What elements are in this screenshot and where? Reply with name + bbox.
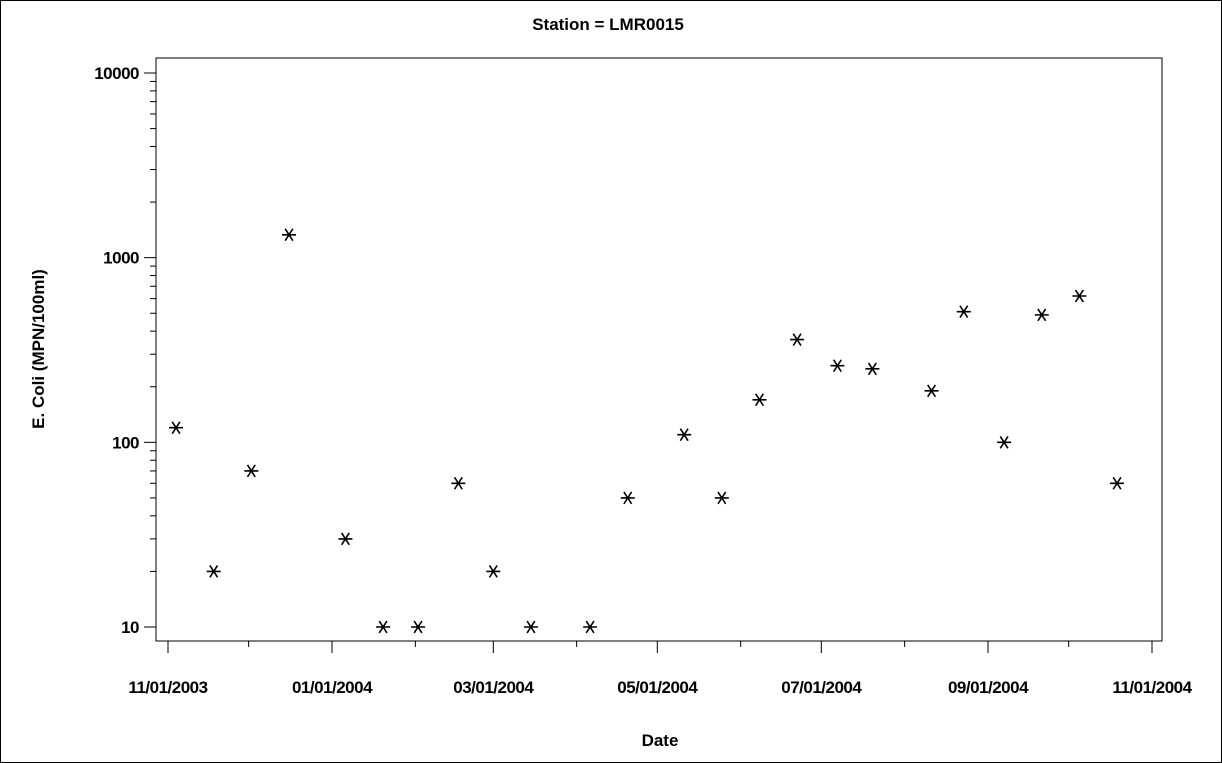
data-point-star bbox=[411, 620, 426, 634]
data-point-star bbox=[924, 384, 939, 398]
x-tick-label: 09/01/2004 bbox=[948, 678, 1029, 697]
chart-title: Station = LMR0015 bbox=[532, 15, 684, 34]
data-point-star bbox=[486, 565, 501, 578]
data-point-star bbox=[338, 532, 353, 546]
y-tick-label: 10000 bbox=[94, 64, 139, 83]
x-tick-label: 11/01/2003 bbox=[128, 678, 207, 697]
data-point-star bbox=[620, 491, 635, 505]
y-tick-label: 100 bbox=[112, 433, 139, 452]
data-point-star bbox=[169, 421, 184, 435]
x-axis: 11/01/2003 01/01/2004 03/01/2004 05/01/2004… bbox=[128, 641, 1193, 697]
data-point-star bbox=[714, 491, 729, 505]
data-point-star bbox=[790, 333, 805, 346]
data-point-star bbox=[206, 565, 221, 578]
x-axis-title: Date bbox=[642, 731, 679, 750]
y-axis: 10 100 1000 10000 bbox=[94, 64, 156, 637]
y-axis-title: E. Coli (MPN/100ml) bbox=[29, 269, 48, 429]
data-point-star bbox=[281, 228, 296, 242]
y-tick-label: 10 bbox=[121, 618, 139, 637]
data-point-star bbox=[583, 620, 598, 634]
x-tick-label: 03/01/2004 bbox=[453, 678, 534, 697]
x-tick-label: 11/01/2004 bbox=[1112, 678, 1192, 697]
data-point-star bbox=[830, 359, 845, 373]
data-points bbox=[169, 228, 1125, 634]
data-point-star bbox=[523, 620, 538, 634]
data-point-star bbox=[451, 476, 466, 490]
x-tick-label: 05/01/2004 bbox=[617, 678, 698, 697]
data-point-star bbox=[376, 620, 391, 634]
data-point-star bbox=[752, 393, 767, 407]
plot-area bbox=[155, 57, 1163, 642]
data-point-star bbox=[244, 464, 259, 478]
data-point-star bbox=[1110, 476, 1125, 490]
data-point-star bbox=[865, 362, 880, 376]
data-point-star bbox=[997, 435, 1012, 449]
x-tick-label: 07/01/2004 bbox=[781, 678, 862, 697]
data-point-star bbox=[677, 428, 692, 442]
x-tick-label: 01/01/2004 bbox=[292, 678, 373, 697]
data-point-star bbox=[1034, 308, 1049, 322]
y-tick-label: 1000 bbox=[103, 249, 139, 268]
data-point-star bbox=[956, 305, 971, 319]
data-point-star bbox=[1072, 289, 1087, 303]
